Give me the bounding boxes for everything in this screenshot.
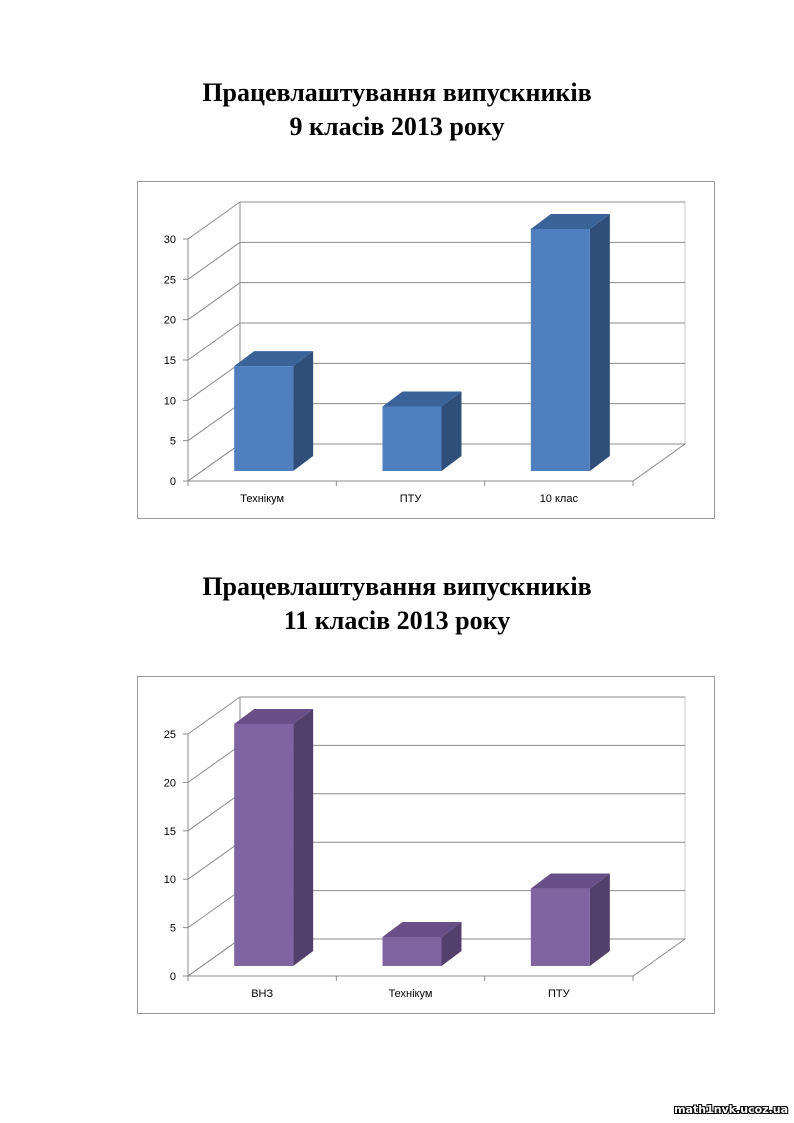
bar-top bbox=[234, 709, 314, 724]
bar bbox=[530, 888, 590, 966]
x-tick-label: Технікум bbox=[240, 493, 284, 505]
bar-side bbox=[441, 391, 462, 471]
x-tick-label: ПТУ bbox=[548, 988, 571, 1000]
y-tick-label: 10 bbox=[164, 395, 176, 407]
bar-side bbox=[441, 921, 462, 966]
side-gridline bbox=[187, 696, 241, 735]
x-tick-label: 10 клас bbox=[540, 493, 579, 505]
bar bbox=[530, 229, 590, 471]
bar-side bbox=[589, 214, 610, 471]
y-tick-label: 25 bbox=[164, 729, 176, 741]
chart-2-title-line-2: 11 класів 2013 року bbox=[283, 606, 511, 635]
chart-1-title-line-1: Працевлаштування випускників bbox=[202, 78, 592, 107]
y-tick-label: 25 bbox=[164, 274, 176, 286]
bar-side bbox=[293, 351, 314, 471]
side-gridline bbox=[187, 403, 241, 442]
bar bbox=[382, 936, 442, 966]
chart-2-title-line-1: Працевлаштування випускників bbox=[202, 572, 592, 601]
chart-2-title: Працевлаштування випускників 11 класів 2… bbox=[0, 570, 794, 638]
bar bbox=[382, 406, 442, 471]
side-gridline bbox=[187, 938, 241, 977]
site-watermark: math1nvk.ucoz.ua bbox=[674, 1103, 788, 1116]
side-gridline bbox=[187, 362, 241, 401]
y-tick-label: 30 bbox=[164, 234, 176, 246]
side-gridline bbox=[187, 443, 241, 482]
side-gridline bbox=[187, 282, 241, 321]
bar-top bbox=[382, 921, 462, 937]
bar bbox=[234, 366, 294, 471]
y-tick-label: 5 bbox=[170, 436, 176, 448]
bar bbox=[234, 724, 294, 966]
side-gridline bbox=[187, 241, 241, 280]
bar-side bbox=[589, 873, 610, 966]
side-gridline bbox=[187, 841, 241, 880]
x-tick-label: ПТУ bbox=[400, 493, 423, 505]
bar-top bbox=[530, 214, 610, 229]
bar-top bbox=[382, 391, 462, 407]
side-gridline bbox=[187, 201, 241, 240]
y-tick-label: 10 bbox=[164, 874, 176, 886]
bar-side bbox=[293, 709, 314, 966]
chart-1-title: Працевлаштування випускників 9 класів 20… bbox=[0, 76, 794, 144]
x-tick-label: Технікум bbox=[389, 988, 433, 1000]
y-tick-label: 15 bbox=[164, 355, 176, 367]
y-tick-label: 20 bbox=[164, 777, 176, 789]
x-tick-label: ВНЗ bbox=[251, 988, 273, 1000]
chart-1-svg: 0 5 10 15 20 25 30 Технікум ПТУ 10 клас bbox=[164, 201, 687, 505]
chart-1-area: 0 5 10 15 20 25 30 Технікум ПТУ 10 клас bbox=[137, 181, 715, 519]
side-gridline bbox=[187, 744, 241, 783]
y-tick-label: 20 bbox=[164, 315, 176, 327]
y-tick-label: 0 bbox=[170, 971, 176, 983]
y-tick-label: 0 bbox=[170, 476, 176, 488]
side-gridline bbox=[187, 793, 241, 832]
side-gridline bbox=[187, 322, 241, 361]
bar-top bbox=[530, 873, 610, 889]
y-tick-label: 5 bbox=[170, 923, 176, 935]
chart-2-area: 0 5 10 15 20 25 ВНЗ Технікум ПТУ bbox=[137, 676, 715, 1014]
side-gridline bbox=[187, 890, 241, 929]
bar-top bbox=[234, 351, 314, 367]
y-tick-label: 15 bbox=[164, 826, 176, 838]
chart-2-svg: 0 5 10 15 20 25 ВНЗ Технікум ПТУ bbox=[164, 696, 687, 1000]
chart-1-title-line-2: 9 класів 2013 року bbox=[289, 112, 505, 141]
